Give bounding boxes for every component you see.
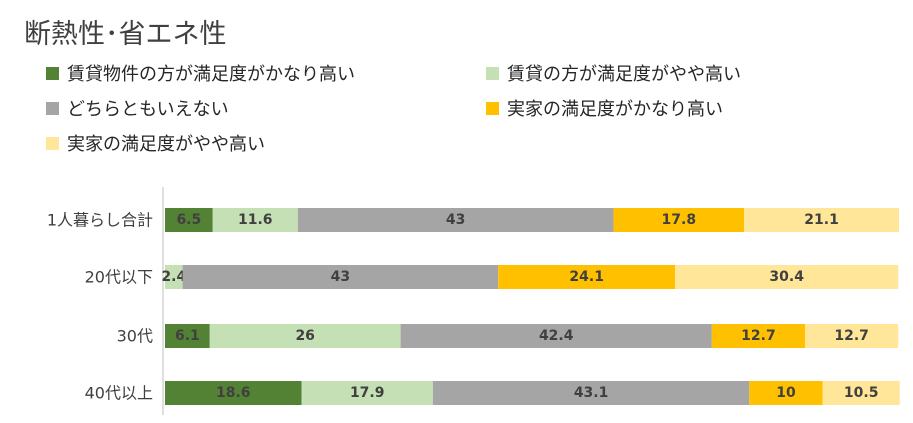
category-label: 40代以上 (85, 384, 153, 403)
legend-item-4: 実家の満足度がやや高い (46, 130, 265, 156)
chart-title: 断熱性･省エネ性 (24, 19, 227, 50)
category-label: 30代 (117, 327, 153, 346)
legend-swatch-3 (486, 101, 499, 115)
data-label: 43.1 (574, 385, 609, 401)
bar-segment (301, 381, 433, 405)
bar-segment (400, 324, 712, 348)
legend-item-3: 実家の満足度がかなり高い (486, 95, 723, 121)
data-label: 10 (776, 385, 796, 401)
bar-segment (165, 324, 210, 348)
legend: 賃貸物件の方が満足度がかなり高い 賃貸の方が満足度がやや高い どちらともいえない… (0, 0, 913, 170)
bar-segment (749, 381, 823, 405)
bar-segment (711, 324, 806, 348)
legend-swatch-0 (46, 66, 59, 80)
bar-segment (212, 208, 298, 232)
legend-label-0: 賃貸物件の方が満足度がかなり高い (67, 64, 355, 85)
data-label: 18.6 (216, 385, 251, 401)
data-label: 2.4 (161, 269, 186, 285)
data-label: 30.4 (769, 269, 804, 285)
data-label: 17.8 (662, 212, 697, 228)
data-label: 26 (295, 328, 314, 344)
bar-segment (297, 208, 614, 232)
legend-swatch-2 (46, 101, 59, 115)
data-label: 10.5 (844, 385, 879, 401)
category-label: 20代以下 (85, 268, 153, 287)
data-label: 12.7 (741, 328, 776, 344)
bar-segment (805, 324, 899, 348)
data-label: 43 (331, 269, 350, 285)
legend-swatch-4 (46, 136, 59, 150)
bar-segment (165, 208, 213, 232)
data-label: 21.1 (804, 212, 839, 228)
data-label: 17.9 (350, 385, 385, 401)
data-label: 12.7 (834, 328, 869, 344)
data-label: 42.4 (539, 328, 574, 344)
data-label: 43 (446, 212, 465, 228)
bar-segment (675, 265, 899, 289)
bar-segment (613, 208, 745, 232)
data-label: 6.1 (175, 328, 200, 344)
bar-segment (182, 265, 499, 289)
legend-label-3: 実家の満足度がかなり高い (507, 99, 723, 120)
legend-label-2: どちらともいえない (67, 99, 229, 120)
bar-segment (432, 381, 750, 405)
legend-label-4: 実家の満足度がやや高い (67, 134, 265, 155)
data-label: 11.6 (238, 212, 273, 228)
category-label: 1人暮らし合計 (47, 211, 153, 230)
bar-segment (165, 265, 183, 289)
legend-swatch-1 (486, 66, 499, 80)
bar-segment (822, 381, 900, 405)
data-label: 24.1 (569, 269, 604, 285)
bar-segment (744, 208, 899, 232)
bar-segment (209, 324, 401, 348)
data-label: 6.5 (176, 212, 201, 228)
legend-item-0: 賃貸物件の方が満足度がかなり高い (46, 60, 355, 86)
legend-item-1: 賃貸の方が満足度がやや高い (486, 60, 741, 86)
bar-segment (165, 381, 302, 405)
legend-label-1: 賃貸の方が満足度がやや高い (507, 64, 741, 85)
bar-segment (498, 265, 676, 289)
legend-item-2: どちらともいえない (46, 95, 229, 121)
